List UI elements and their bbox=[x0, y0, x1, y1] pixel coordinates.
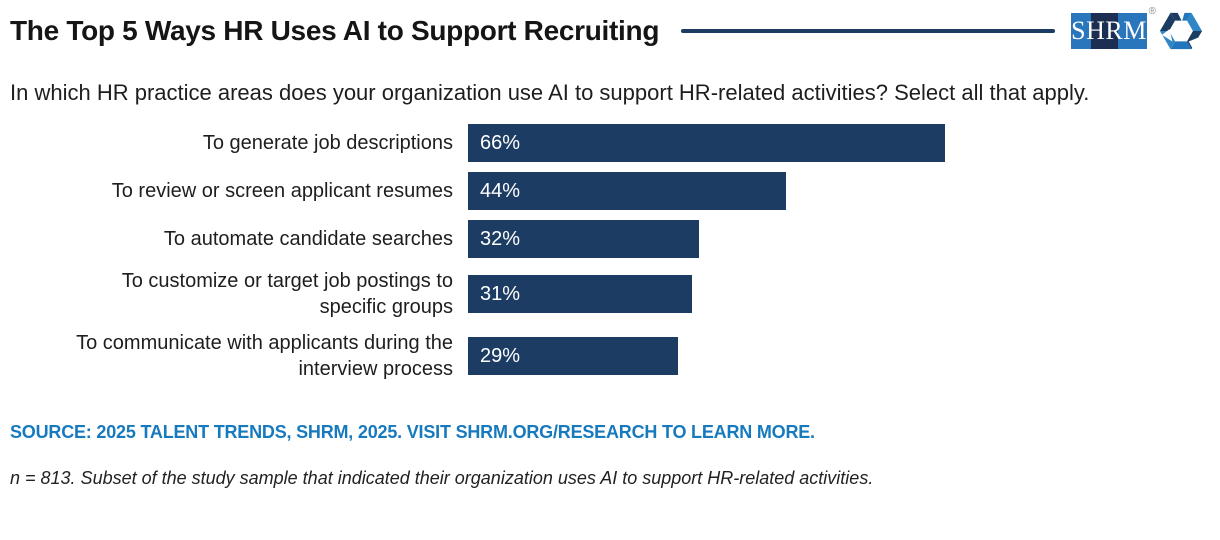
title-divider bbox=[681, 29, 1055, 33]
bar: 44% bbox=[468, 172, 786, 210]
bar-value-label: 44% bbox=[480, 179, 521, 202]
bar-value-label: 29% bbox=[480, 344, 521, 367]
bar-track: 32% bbox=[468, 220, 1206, 258]
shrm-hexagon-icon bbox=[1159, 11, 1203, 50]
wordmark-dark-block bbox=[1090, 13, 1119, 49]
category-label: To customize or target job postings to s… bbox=[121, 270, 453, 318]
chart-row: To review or screen applicant resumes 44% bbox=[10, 172, 1206, 210]
category-label: To review or screen applicant resumes bbox=[111, 180, 453, 202]
chart-row: To customize or target job postings to s… bbox=[10, 268, 1206, 320]
chart-row: To generate job descriptions 66% bbox=[10, 124, 1206, 162]
header: The Top 5 Ways HR Uses AI to Support Rec… bbox=[10, 6, 1206, 54]
page-title: The Top 5 Ways HR Uses AI to Support Rec… bbox=[10, 15, 660, 46]
registered-trademark-symbol: ® bbox=[1148, 6, 1156, 17]
chart-row: To communicate with applicants during th… bbox=[10, 330, 1206, 382]
bar-track: 44% bbox=[468, 172, 1206, 210]
bar-track: 29% bbox=[468, 337, 1206, 375]
shrm-wordmark-icon: SHRM ® bbox=[1071, 6, 1156, 49]
category-label: To communicate with applicants during th… bbox=[76, 332, 453, 380]
survey-question: In which HR practice areas does your org… bbox=[10, 80, 1090, 105]
bar: 31% bbox=[468, 275, 692, 313]
footnote: n = 813. Subset of the study sample that… bbox=[10, 468, 874, 488]
bar-track: 31% bbox=[468, 275, 1206, 313]
category-label: To generate job descriptions bbox=[202, 132, 453, 154]
wordmark-text: SHRM bbox=[1071, 16, 1147, 45]
chart-row: To automate candidate searches 32% bbox=[10, 220, 1206, 258]
shrm-logo: SHRM ® bbox=[1071, 6, 1206, 53]
bar-value-label: 31% bbox=[480, 282, 521, 305]
bar: 66% bbox=[468, 124, 945, 162]
source-line: SOURCE: 2025 TALENT TRENDS, SHRM, 2025. … bbox=[10, 422, 815, 442]
bar-value-label: 66% bbox=[480, 131, 521, 154]
bar: 32% bbox=[468, 220, 699, 258]
bar: 29% bbox=[468, 337, 678, 375]
bar-track: 66% bbox=[468, 124, 1206, 162]
bar-chart: To generate job descriptions 66% To review… bbox=[10, 124, 1206, 382]
category-label: To automate candidate searches bbox=[163, 228, 453, 250]
bar-value-label: 32% bbox=[480, 227, 521, 250]
